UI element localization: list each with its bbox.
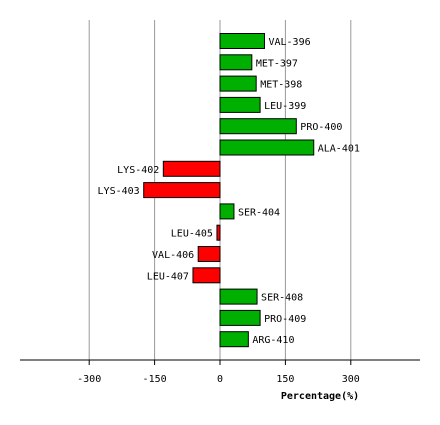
bar xyxy=(219,33,265,49)
x-tick-label: 150 xyxy=(276,374,294,385)
bar xyxy=(219,118,297,135)
bar xyxy=(162,160,221,177)
x-ticks: -300 -150 0 150 300 xyxy=(77,360,360,385)
bar xyxy=(219,75,257,92)
x-tick-label: 300 xyxy=(342,374,360,385)
bar-label: PRO-400 xyxy=(300,122,342,133)
bar xyxy=(143,182,221,199)
bar-labels: VAL-396 MET-397 MET-398 LEU-399 PRO-400 ALA-4… xyxy=(98,37,360,346)
bar-label: ARG-410 xyxy=(252,335,294,346)
bar xyxy=(219,96,261,113)
bar xyxy=(192,267,221,284)
bars xyxy=(143,33,315,348)
bar xyxy=(197,246,221,262)
bar-label: ALA-401 xyxy=(318,144,360,155)
x-tick-label: -150 xyxy=(143,374,167,385)
bar-label: LEU-399 xyxy=(264,101,306,112)
bar-label: VAL-396 xyxy=(268,37,310,48)
bar xyxy=(219,331,249,348)
bar-label: SER-408 xyxy=(261,293,303,304)
bar xyxy=(216,224,221,241)
x-axis-title: Percentage(%) xyxy=(281,391,359,402)
bar-label: LYS-402 xyxy=(117,165,159,176)
bar-label: PRO-409 xyxy=(264,314,306,325)
bar-label: MET-398 xyxy=(260,80,302,91)
bar-label: LYS-403 xyxy=(98,186,140,197)
bar-label: VAL-406 xyxy=(152,250,194,261)
bar xyxy=(219,203,235,220)
bar-label: MET-397 xyxy=(256,58,298,69)
bar-label: LEU-405 xyxy=(171,229,213,240)
bar xyxy=(219,54,253,71)
bar xyxy=(219,309,261,326)
bar xyxy=(219,139,315,156)
bar xyxy=(219,288,258,305)
x-tick-label: -300 xyxy=(77,374,101,385)
x-tick-label: 0 xyxy=(217,374,223,385)
bar-label: SER-404 xyxy=(238,207,280,218)
bar-label: LEU-407 xyxy=(147,271,189,282)
